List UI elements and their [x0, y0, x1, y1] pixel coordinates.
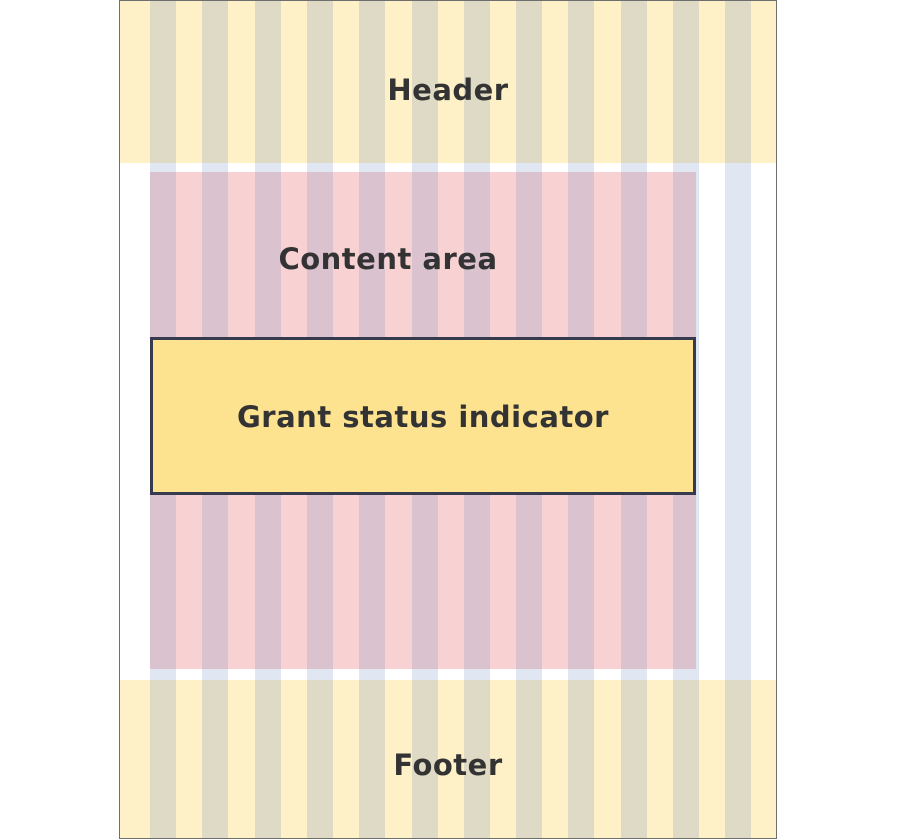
header-label: Header	[387, 73, 509, 107]
grant-status-indicator: Grant status indicator	[150, 337, 696, 495]
header-region	[120, 1, 776, 163]
wireframe-page: Header Content area Grant status indicat…	[119, 0, 777, 839]
grant-status-indicator-label: Grant status indicator	[237, 400, 609, 434]
footer-region	[120, 680, 776, 838]
footer-label: Footer	[393, 748, 503, 782]
content-area-label: Content area	[278, 242, 498, 276]
